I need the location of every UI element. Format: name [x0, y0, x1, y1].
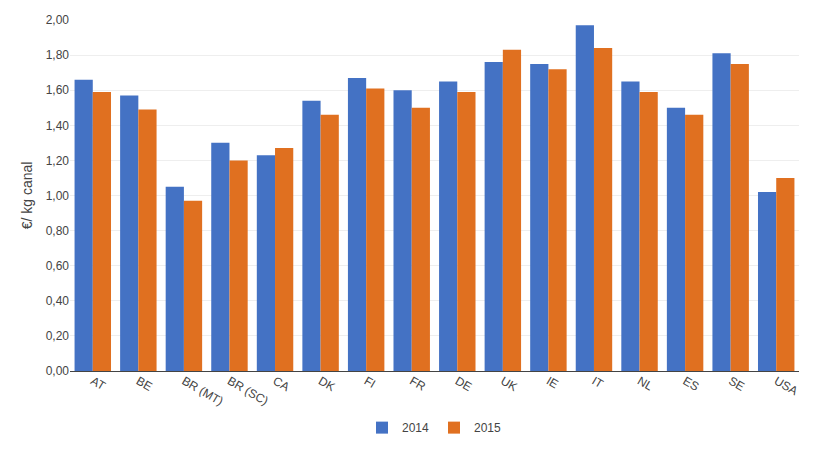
svg-text:2015: 2015 — [474, 421, 501, 435]
svg-text:DK: DK — [316, 374, 337, 394]
svg-text:€/ kg canal: €/ kg canal — [19, 162, 35, 230]
svg-text:UK: UK — [498, 374, 519, 394]
svg-text:0,80: 0,80 — [46, 224, 70, 238]
svg-text:2014: 2014 — [402, 421, 429, 435]
svg-text:0,00: 0,00 — [46, 364, 70, 378]
svg-text:1,00: 1,00 — [46, 189, 70, 203]
svg-text:BR (MT): BR (MT) — [179, 374, 225, 409]
svg-text:2,00: 2,00 — [46, 13, 70, 27]
svg-text:1,60: 1,60 — [46, 83, 70, 97]
svg-text:1,40: 1,40 — [46, 119, 70, 133]
svg-text:BE: BE — [134, 374, 155, 394]
svg-text:AT: AT — [88, 374, 108, 394]
svg-text:DE: DE — [453, 374, 474, 394]
svg-text:USA: USA — [772, 374, 800, 398]
svg-text:CA: CA — [271, 374, 292, 394]
svg-text:1,80: 1,80 — [46, 48, 70, 62]
svg-text:0,20: 0,20 — [46, 329, 70, 343]
svg-text:IE: IE — [544, 374, 561, 392]
svg-text:0,40: 0,40 — [46, 294, 70, 308]
svg-text:IT: IT — [589, 374, 606, 392]
svg-text:1,20: 1,20 — [46, 154, 70, 168]
svg-text:ES: ES — [681, 374, 702, 394]
svg-text:FI: FI — [362, 374, 378, 391]
svg-text:0,60: 0,60 — [46, 259, 70, 273]
svg-text:SE: SE — [726, 374, 747, 394]
svg-text:FR: FR — [407, 374, 428, 394]
svg-text:BR (SC): BR (SC) — [225, 374, 271, 408]
svg-text:NL: NL — [635, 374, 656, 394]
